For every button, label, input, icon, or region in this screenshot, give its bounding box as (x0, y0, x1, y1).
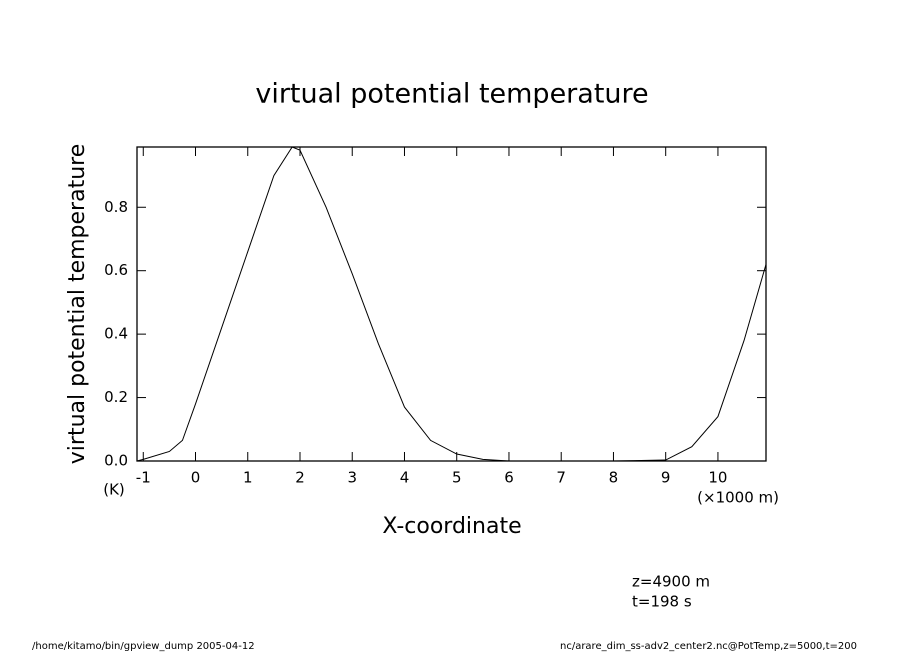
y-tick-label: 0.6 (104, 261, 128, 279)
x-tick-label: 7 (556, 469, 566, 487)
line (136, 146, 767, 462)
x-tick-label: 9 (661, 469, 671, 487)
x-tick-label: -1 (136, 469, 151, 487)
x-unit: (×1000 m) (697, 489, 779, 507)
y-unit: (K) (103, 481, 125, 499)
annotation: t=198 s (632, 593, 692, 611)
x-tick-label: 6 (504, 469, 514, 487)
footer: /home/kitamo/bin/gpview_dump 2005-04-12 (32, 641, 255, 652)
chart-title: virtual potential temperature (255, 79, 648, 110)
annotation: z=4900 m (632, 573, 710, 591)
x-axis-label: X-coordinate (382, 514, 521, 539)
footer: nc/arare_dim_ss-adv2_center2.nc@PotTemp,… (560, 641, 857, 652)
x-tick-label: 2 (295, 469, 305, 487)
x-tick-label: 4 (400, 469, 410, 487)
x-tick-label: 0 (191, 469, 201, 487)
y-axis-label: virtual potential temperature (65, 144, 90, 464)
y-tick-label: 0.4 (104, 325, 128, 343)
x-tick-label: 8 (609, 469, 619, 487)
x-tick-label: 3 (347, 469, 357, 487)
y-tick-label: 0.0 (104, 452, 128, 470)
y-tick-label: 0.2 (104, 388, 128, 406)
x-tick-label: 1 (243, 469, 253, 487)
x-tick-label: 10 (708, 469, 727, 487)
x-tick-label: 5 (452, 469, 462, 487)
plot-frame (136, 146, 767, 462)
y-tick-label: 0.8 (104, 198, 128, 216)
